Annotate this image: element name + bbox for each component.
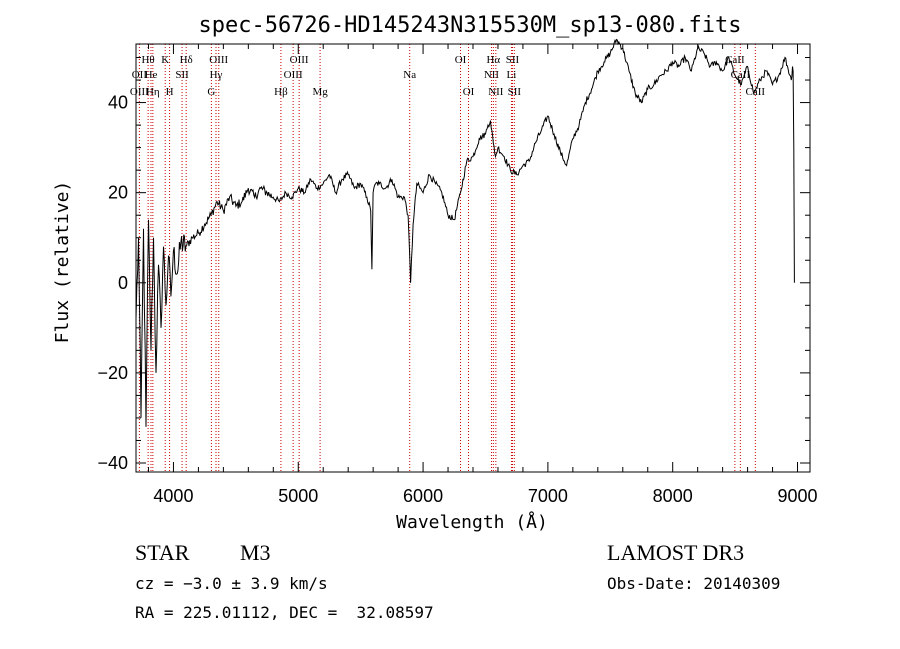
plot-frame <box>135 43 811 473</box>
chart-title: spec-56726-HD145243N315530M_sp13-080.fit… <box>198 13 741 38</box>
x-axis-label: Wavelength (Å) <box>396 511 548 533</box>
coordinates-text: RA = 225.01112, DEC = 32.08597 <box>135 603 434 622</box>
line-label: OI <box>463 86 475 98</box>
line-label: SII <box>506 54 520 66</box>
line-label: SII <box>175 69 189 81</box>
line-label: Hδ <box>180 54 193 66</box>
line-label: OIII <box>284 69 303 81</box>
x-tick-label: 8000 <box>653 486 693 506</box>
spectrum-line <box>135 38 795 427</box>
line-label: Hγ <box>210 69 223 81</box>
x-tick-label: 5000 <box>278 486 318 506</box>
y-tick-label: 20 <box>108 183 128 203</box>
line-label: He <box>145 69 158 81</box>
x-tick-label: 9000 <box>777 486 817 506</box>
line-label: OI <box>455 54 467 66</box>
line-label: K <box>161 54 169 66</box>
line-label: CaII <box>746 86 766 98</box>
line-label: OIII <box>130 86 149 98</box>
x-tick-label: 6000 <box>403 486 443 506</box>
line-label: Mg <box>312 86 328 98</box>
x-tick-label: 7000 <box>528 486 568 506</box>
line-label: NII <box>484 69 500 81</box>
x-axis: 4000 5000 6000 7000 8000 9000 <box>147 44 818 506</box>
object-subclass: M3 <box>240 540 271 565</box>
y-tick-label: 0 <box>118 273 128 293</box>
line-label: NII <box>488 86 504 98</box>
emission-line-markers <box>138 44 756 472</box>
y-tick-label: −40 <box>97 453 128 473</box>
line-label: Hθ <box>141 54 154 66</box>
object-class: STAR <box>135 540 190 565</box>
y-axis-label: Flux (relative) <box>52 181 73 344</box>
y-axis: −40 −20 0 20 40 <box>97 57 810 473</box>
line-label: Hα <box>486 54 500 66</box>
x-tick-label: 4000 <box>153 486 193 506</box>
line-label: SII <box>508 86 522 98</box>
line-label: H <box>166 86 174 98</box>
observation-date: Obs-Date: 20140309 <box>607 574 781 593</box>
y-tick-label: 40 <box>108 93 128 113</box>
line-label: Li <box>507 69 517 81</box>
line-label: CaII <box>725 54 745 66</box>
line-label: OIII <box>290 54 309 66</box>
redshift-text: cz = −3.0 ± 3.9 km/s <box>135 574 328 593</box>
line-label: OIII <box>209 54 228 66</box>
y-tick-label: −20 <box>97 363 128 383</box>
line-label: Hβ <box>274 86 288 98</box>
survey-name: LAMOST DR3 <box>607 540 745 565</box>
line-label: Na <box>403 69 416 81</box>
line-label: G <box>207 86 215 98</box>
line-label: Hη <box>146 86 160 98</box>
